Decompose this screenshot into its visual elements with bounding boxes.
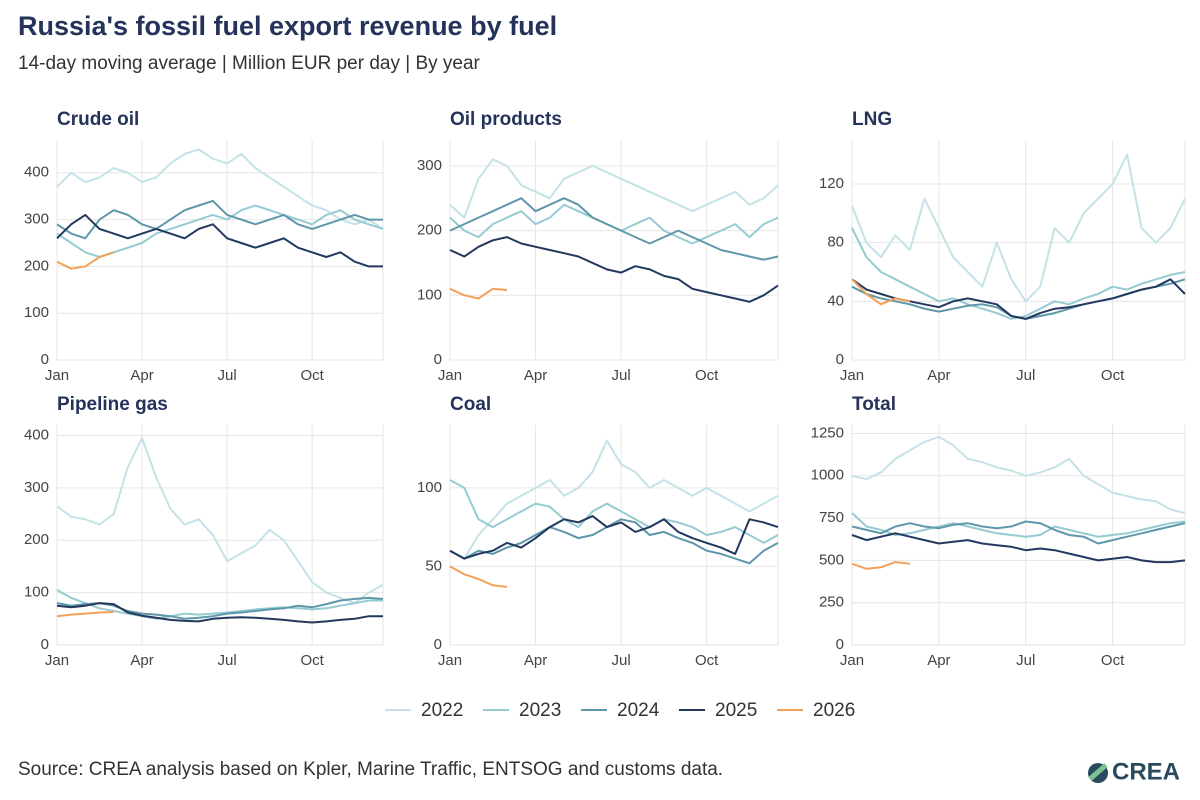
y-tick-label: 1250	[811, 424, 844, 441]
y-tick-label: 200	[417, 222, 442, 239]
y-tick-label: 100	[417, 286, 442, 303]
x-tick-label: Jul	[1016, 652, 1035, 669]
series-line	[449, 515, 779, 560]
series-line	[56, 213, 383, 268]
y-tick-label: 400	[24, 426, 49, 443]
series-line	[56, 611, 114, 618]
x-tick-label: Jan	[840, 652, 864, 669]
x-tick-label: Oct	[300, 652, 324, 669]
series-line	[851, 278, 911, 306]
x-tick-label: Apr	[130, 367, 153, 384]
chart-subtitle: 14-day moving average | Million EUR per …	[18, 53, 481, 74]
panel-title: Total	[852, 394, 896, 415]
series-line	[851, 561, 911, 570]
x-tick-label: Apr	[927, 652, 950, 669]
series-line	[449, 565, 508, 588]
y-tick-label: 1000	[811, 467, 844, 484]
x-tick-label: Oct	[300, 367, 324, 384]
y-tick-label: 300	[24, 479, 49, 496]
x-tick-label: Apr	[927, 367, 950, 384]
x-tick-label: Jul	[1016, 367, 1035, 384]
legend-label: 2026	[813, 700, 855, 721]
series-line	[449, 439, 779, 560]
series-line	[851, 520, 1186, 545]
legend-label: 2022	[421, 700, 463, 721]
x-tick-label: Jan	[45, 652, 69, 669]
x-tick-label: Apr	[524, 367, 547, 384]
series-line	[449, 158, 779, 219]
series-line	[851, 153, 1186, 303]
panel-title: Pipeline gas	[57, 394, 168, 415]
panel-title: Crude oil	[57, 109, 139, 130]
series-line	[449, 236, 779, 303]
y-tick-label: 100	[417, 479, 442, 496]
source-note: Source: CREA analysis based on Kpler, Ma…	[18, 759, 723, 780]
panel-title: LNG	[852, 109, 892, 130]
legend-label: 2025	[715, 700, 757, 721]
y-tick-label: 40	[827, 292, 844, 309]
series-line	[56, 596, 384, 620]
legend-label: 2024	[617, 700, 660, 721]
series-line	[449, 203, 779, 245]
y-tick-label: 0	[41, 351, 49, 368]
series-line	[56, 589, 383, 620]
y-tick-label: 200	[24, 531, 49, 548]
x-tick-label: Jan	[438, 367, 462, 384]
x-tick-label: Jul	[612, 367, 631, 384]
series-line	[851, 512, 1186, 538]
y-tick-label: 0	[836, 636, 844, 653]
series-line	[56, 437, 384, 605]
y-tick-label: 500	[819, 551, 844, 568]
y-tick-label: 300	[24, 211, 49, 228]
series-line	[449, 197, 779, 261]
x-tick-label: Oct	[695, 652, 719, 669]
y-tick-label: 200	[24, 257, 49, 274]
series-line	[851, 532, 1186, 564]
y-tick-label: 250	[819, 594, 844, 611]
y-tick-label: 120	[819, 175, 844, 192]
y-tick-label: 100	[24, 584, 49, 601]
x-tick-label: Jul	[217, 652, 236, 669]
logo-text: CREA	[1112, 758, 1180, 785]
y-tick-label: 0	[836, 351, 844, 368]
series-line	[449, 518, 779, 565]
x-tick-label: Jul	[612, 652, 631, 669]
x-tick-label: Apr	[524, 652, 547, 669]
x-tick-label: Jan	[45, 367, 69, 384]
x-tick-label: Jan	[438, 652, 462, 669]
x-tick-label: Apr	[130, 652, 153, 669]
x-tick-label: Oct	[1101, 367, 1125, 384]
series-line	[449, 287, 508, 300]
x-tick-label: Jan	[840, 367, 864, 384]
panel-title: Oil products	[450, 109, 562, 130]
y-tick-label: 0	[434, 636, 442, 653]
y-tick-label: 80	[827, 234, 844, 251]
x-tick-label: Oct	[1101, 652, 1125, 669]
x-tick-label: Jul	[217, 367, 236, 384]
y-tick-label: 0	[41, 636, 49, 653]
y-tick-label: 400	[24, 164, 49, 181]
y-tick-label: 750	[819, 509, 844, 526]
y-tick-label: 50	[425, 557, 442, 574]
series-line	[56, 251, 115, 270]
x-tick-label: Oct	[695, 367, 719, 384]
series-line	[56, 148, 384, 230]
series-line	[56, 199, 383, 240]
panel-title: Coal	[450, 394, 491, 415]
y-tick-label: 300	[417, 157, 442, 174]
series-line	[449, 479, 779, 544]
y-tick-label: 0	[434, 351, 442, 368]
logo-icon	[1088, 763, 1108, 783]
chart-title: Russia's fossil fuel export revenue by f…	[18, 11, 557, 41]
y-tick-label: 100	[24, 304, 49, 321]
series-line	[851, 435, 1186, 514]
series-line	[56, 602, 383, 624]
legend-label: 2023	[519, 700, 561, 721]
